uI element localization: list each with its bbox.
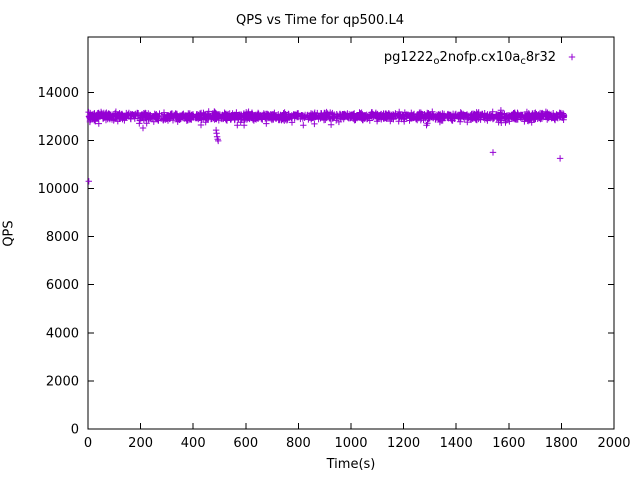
x-tick-label: 1000 — [334, 436, 367, 451]
x-tick-label: 1800 — [545, 436, 578, 451]
y-tick-label: 0 — [71, 423, 79, 438]
series-points — [85, 107, 568, 185]
x-tick-label: 1400 — [440, 436, 473, 451]
x-tick-label: 200 — [128, 436, 153, 451]
y-tick-label: 8000 — [46, 230, 79, 245]
y-tick-label: 4000 — [46, 326, 79, 341]
plot-border — [87, 36, 615, 430]
y-tick-label: 6000 — [46, 278, 79, 293]
y-tick-label: 2000 — [46, 374, 79, 389]
x-tick-label: 400 — [181, 436, 206, 451]
chart-title: QPS vs Time for qp500.L4 — [236, 13, 404, 28]
legend-marker-icon — [568, 53, 576, 61]
x-tick-label: 2000 — [597, 436, 630, 451]
x-tick-label: 1600 — [492, 436, 525, 451]
x-axis-label: Time(s) — [326, 457, 376, 472]
y-tick-label: 10000 — [38, 182, 79, 197]
x-tick-label: 1200 — [387, 436, 420, 451]
x-tick-label: 0 — [84, 436, 92, 451]
x-tick-label: 600 — [233, 436, 258, 451]
y-tick-label: 14000 — [38, 86, 79, 101]
y-tick-label: 12000 — [38, 134, 79, 149]
x-tick-label: 800 — [286, 436, 311, 451]
legend-label: pg1222o​2nofp.cx10ac​8r32 — [384, 50, 556, 67]
